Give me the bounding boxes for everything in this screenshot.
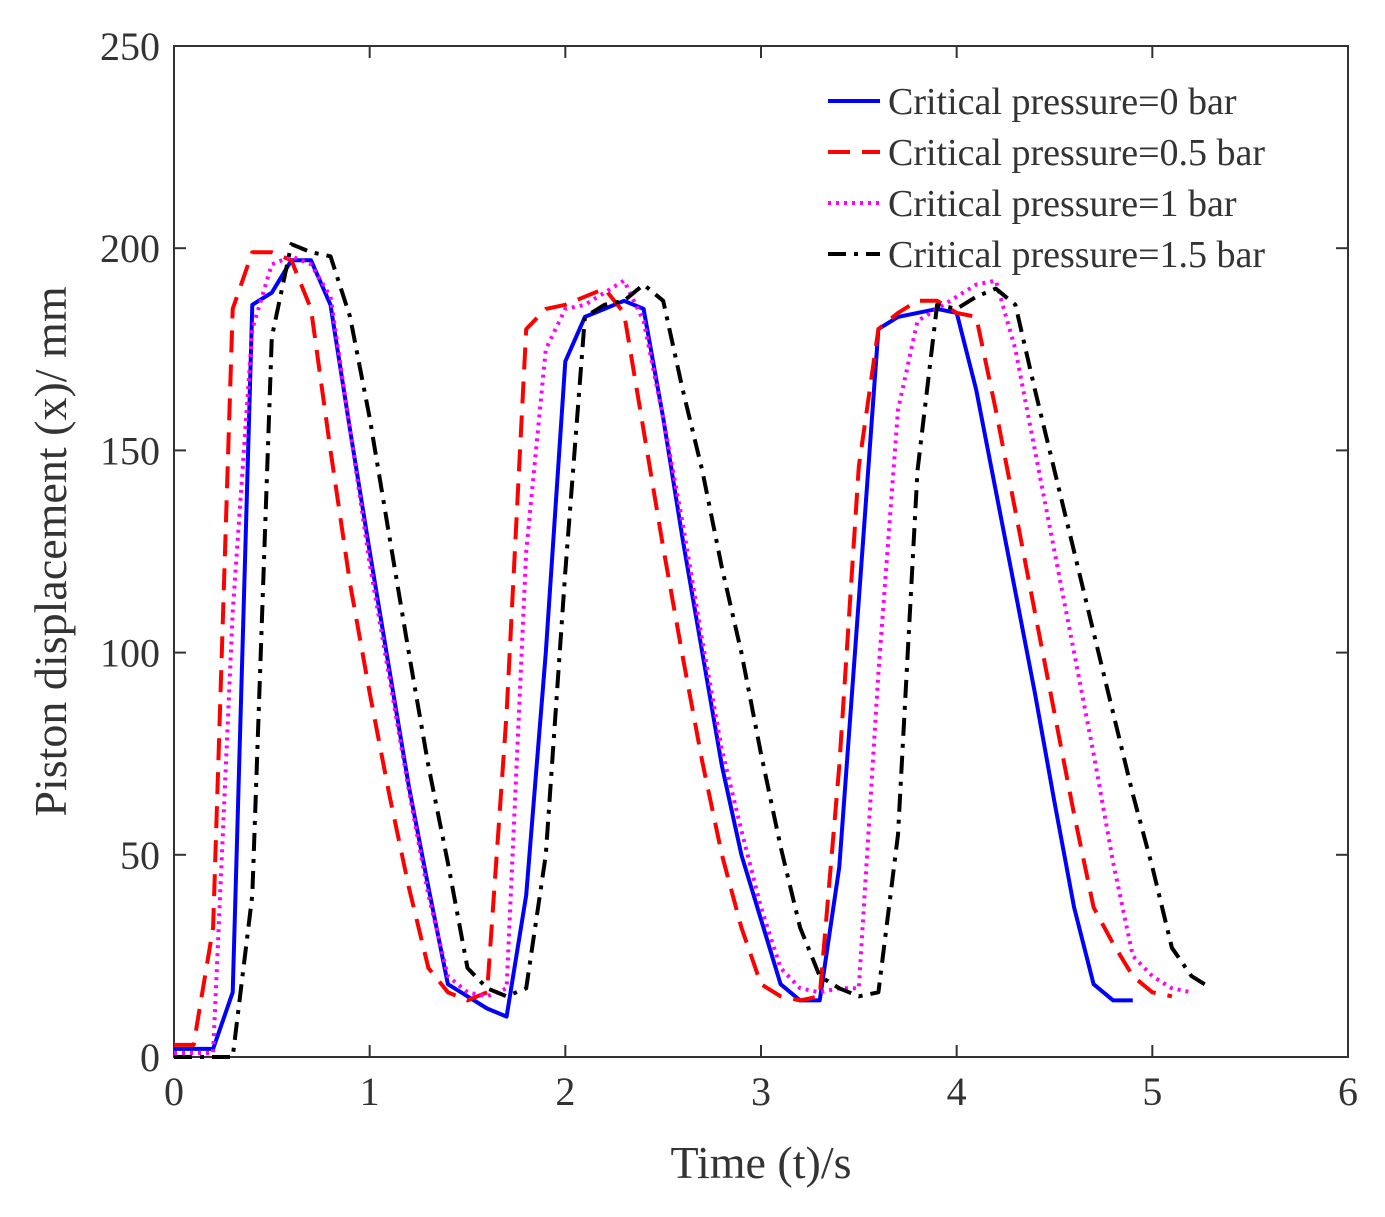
y-tick-label: 100 xyxy=(100,631,160,676)
ticks: 0 1 2 3 4 5 6 0 50 100 150 200 250 xyxy=(100,24,1358,1114)
legend-label-2: Critical pressure=1 bar xyxy=(888,183,1237,225)
legend: Critical pressure=0 bar Critical pressure… xyxy=(828,81,1265,276)
y-tick-label: 150 xyxy=(100,428,160,473)
y-tick-label: 50 xyxy=(120,833,160,878)
legend-label-1: Critical pressure=0.5 bar xyxy=(888,132,1265,174)
legend-label-0: Critical pressure=0 bar xyxy=(888,81,1237,123)
y-axis-title: Piston displacement (x)/ mm xyxy=(25,286,76,816)
series-lines xyxy=(174,242,1213,1059)
x-tick-label: 1 xyxy=(360,1069,380,1114)
series-line-0 xyxy=(174,258,1133,1051)
x-tick-label: 2 xyxy=(555,1069,575,1114)
x-tick-label: 6 xyxy=(1338,1069,1358,1114)
series-line-3 xyxy=(174,242,1213,1059)
x-tick-label: 4 xyxy=(947,1069,967,1114)
x-tick-label: 0 xyxy=(164,1069,184,1114)
y-tick-label: 0 xyxy=(140,1035,160,1080)
series-line-2 xyxy=(174,254,1192,1055)
x-axis-title: Time (t)/s xyxy=(670,1137,851,1188)
y-tick-label: 200 xyxy=(100,226,160,271)
x-tick-label: 3 xyxy=(751,1069,771,1114)
legend-label-3: Critical pressure=1.5 bar xyxy=(888,234,1265,276)
y-tick-label: 250 xyxy=(100,24,160,69)
x-tick-label: 5 xyxy=(1142,1069,1162,1114)
series-line-1 xyxy=(174,250,1173,1047)
